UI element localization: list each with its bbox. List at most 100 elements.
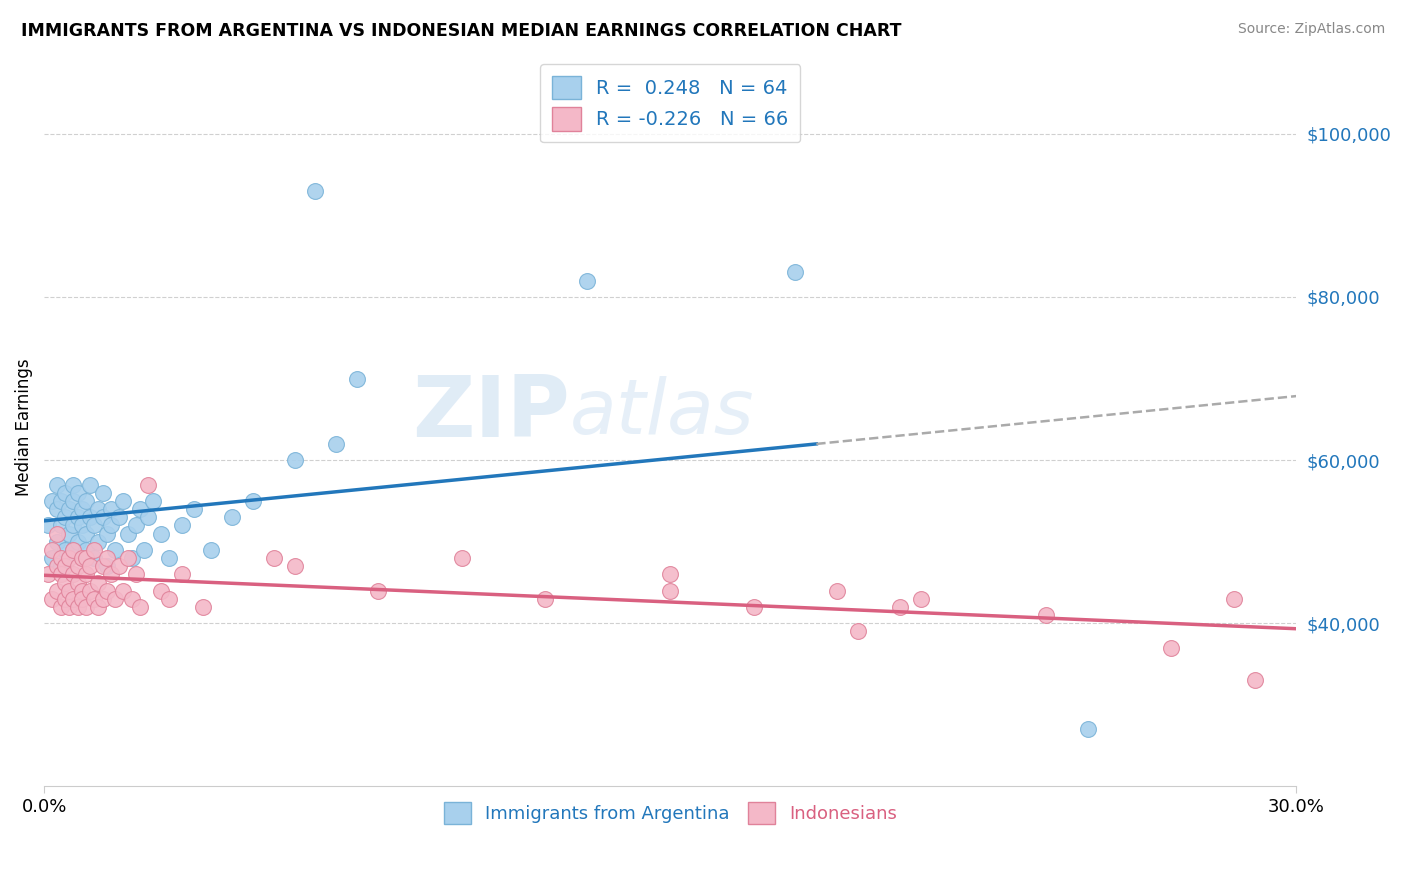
- Point: [79, 477, 101, 491]
- Point: [117, 526, 139, 541]
- Point: [450, 551, 472, 566]
- Point: [87, 534, 110, 549]
- Point: [112, 494, 135, 508]
- Point: [91, 559, 114, 574]
- Point: [121, 551, 143, 566]
- Point: [58, 599, 80, 614]
- Point: [284, 559, 307, 574]
- Point: [37, 567, 59, 582]
- Point: [346, 371, 368, 385]
- Text: atlas: atlas: [569, 376, 755, 450]
- Point: [910, 591, 932, 606]
- Point: [534, 591, 557, 606]
- Point: [62, 477, 84, 491]
- Point: [66, 599, 89, 614]
- Point: [191, 599, 214, 614]
- Point: [121, 591, 143, 606]
- Point: [157, 591, 180, 606]
- Point: [49, 494, 72, 508]
- Point: [79, 510, 101, 524]
- Point: [87, 599, 110, 614]
- Point: [45, 534, 67, 549]
- Point: [45, 502, 67, 516]
- Point: [49, 551, 72, 566]
- Point: [45, 526, 67, 541]
- Point: [659, 583, 682, 598]
- Point: [91, 510, 114, 524]
- Point: [183, 502, 205, 516]
- Point: [659, 567, 682, 582]
- Text: ZIP: ZIP: [412, 372, 569, 455]
- Point: [104, 542, 127, 557]
- Point: [49, 599, 72, 614]
- Point: [75, 494, 97, 508]
- Point: [100, 502, 122, 516]
- Point: [96, 551, 118, 566]
- Point: [138, 510, 160, 524]
- Point: [66, 510, 89, 524]
- Point: [41, 494, 63, 508]
- Point: [58, 583, 80, 598]
- Point: [96, 559, 118, 574]
- Point: [53, 559, 76, 574]
- Point: [825, 583, 848, 598]
- Point: [58, 526, 80, 541]
- Point: [75, 599, 97, 614]
- Point: [200, 542, 222, 557]
- Point: [91, 591, 114, 606]
- Point: [87, 502, 110, 516]
- Point: [41, 551, 63, 566]
- Point: [125, 567, 148, 582]
- Point: [62, 542, 84, 557]
- Point: [41, 591, 63, 606]
- Point: [45, 477, 67, 491]
- Point: [45, 559, 67, 574]
- Point: [62, 542, 84, 557]
- Point: [87, 575, 110, 590]
- Point: [846, 624, 869, 639]
- Point: [284, 453, 307, 467]
- Point: [742, 599, 765, 614]
- Point: [263, 551, 285, 566]
- Point: [108, 510, 131, 524]
- Point: [91, 485, 114, 500]
- Point: [49, 567, 72, 582]
- Point: [53, 485, 76, 500]
- Point: [66, 559, 89, 574]
- Point: [53, 575, 76, 590]
- Point: [70, 591, 93, 606]
- Point: [1243, 673, 1265, 688]
- Point: [1035, 608, 1057, 623]
- Point: [62, 591, 84, 606]
- Point: [58, 502, 80, 516]
- Point: [142, 494, 165, 508]
- Point: [112, 583, 135, 598]
- Point: [53, 510, 76, 524]
- Point: [83, 551, 105, 566]
- Point: [134, 542, 156, 557]
- Point: [75, 526, 97, 541]
- Point: [104, 591, 127, 606]
- Point: [96, 526, 118, 541]
- Point: [83, 518, 105, 533]
- Point: [66, 485, 89, 500]
- Text: Source: ZipAtlas.com: Source: ZipAtlas.com: [1237, 22, 1385, 37]
- Point: [100, 518, 122, 533]
- Point: [83, 542, 105, 557]
- Point: [150, 583, 173, 598]
- Point: [108, 559, 131, 574]
- Point: [53, 591, 76, 606]
- Point: [75, 551, 97, 566]
- Point: [129, 599, 152, 614]
- Point: [367, 583, 389, 598]
- Point: [37, 518, 59, 533]
- Point: [83, 591, 105, 606]
- Point: [575, 274, 598, 288]
- Point: [242, 494, 264, 508]
- Point: [1160, 640, 1182, 655]
- Point: [66, 534, 89, 549]
- Point: [70, 583, 93, 598]
- Point: [62, 518, 84, 533]
- Point: [41, 542, 63, 557]
- Point: [170, 518, 193, 533]
